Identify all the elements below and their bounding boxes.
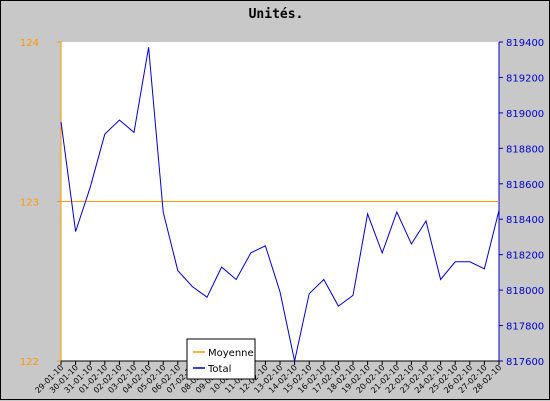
right-tick-label: 819400 [506, 38, 544, 49]
chart-title: Unités. [249, 7, 304, 22]
legend: Moyenne Total [186, 338, 256, 380]
series-layer [60, 47, 500, 362]
right-axis: 817600 817800 818000 818200 818400 818600 8188… [498, 38, 544, 368]
legend-label-moyenne: Moyenne [208, 348, 254, 359]
right-tick-label: 819200 [506, 73, 544, 84]
legend-box [186, 338, 256, 380]
right-tick-label: 818400 [506, 215, 544, 226]
right-tick-label: 818000 [506, 286, 544, 297]
left-axis: 122 123 124 [20, 38, 62, 368]
left-tick-label: 124 [20, 38, 39, 49]
right-tick-label: 818800 [506, 144, 544, 155]
left-tick-label: 123 [20, 198, 39, 209]
right-tick-label: 817600 [506, 357, 544, 368]
legend-label-total: Total [207, 364, 231, 375]
right-tick-label: 817800 [506, 322, 544, 333]
right-tick-label: 818200 [506, 251, 544, 262]
x-axis: 29-01-1030-01-1031-01-1001-02-1002-02-10… [33, 360, 503, 395]
left-tick-label: 122 [20, 357, 39, 368]
series-line-total [60, 47, 500, 362]
right-tick-label: 818600 [506, 180, 544, 191]
right-tick-label: 819000 [506, 109, 544, 120]
